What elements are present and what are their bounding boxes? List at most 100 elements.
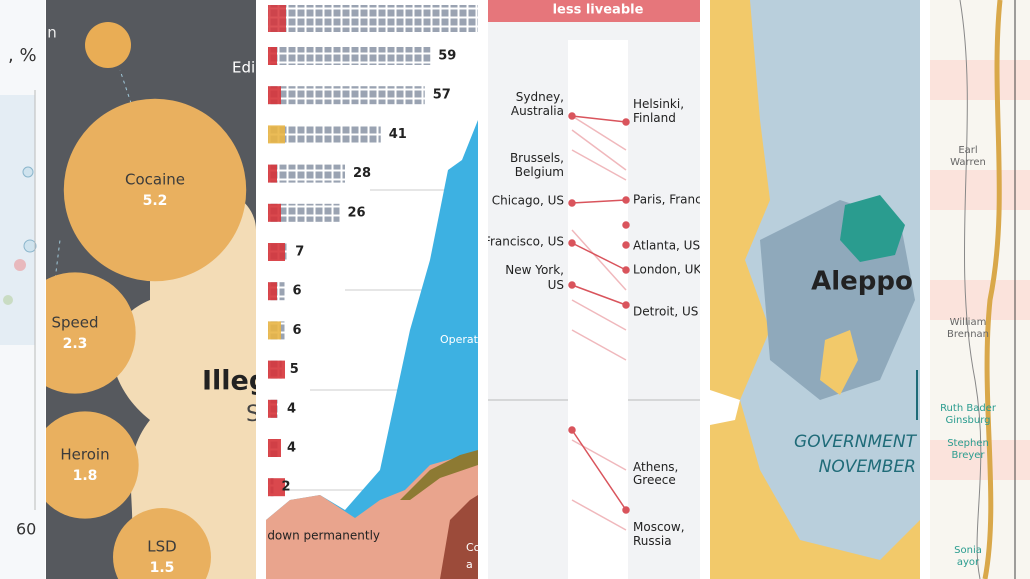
name-line: Ruth Bader [940,403,997,414]
waffle-row [268,125,381,144]
header: less liveable [553,3,644,18]
name-line: Stephen [947,438,989,449]
city-label: Sydney, Australia [511,90,564,118]
name-line: William [950,317,987,328]
city-line: Australia [511,104,564,118]
justice-name: Earl Warren [950,145,986,168]
name-line: Breyer [951,450,985,461]
city-label: Moscow, Russia [633,520,685,548]
city-label: Francisco, US [484,235,564,249]
city-label: Chicago, US [492,194,564,208]
name-line: ayor [957,557,980,568]
waffle-highlight [268,125,285,144]
waffle-row [268,47,431,65]
justice-name: Stephen Breyer [947,438,989,461]
big-title: Illeg [202,366,268,397]
city-label: Helsinki, Finland [633,97,684,125]
waffle-highlight [268,243,285,261]
city-line: Helsinki, [633,97,684,111]
waffle-row [268,86,425,105]
justice-name: Ruth Bader Ginsburg [940,403,997,426]
area-label: Co [466,541,481,554]
subtitle: S [246,402,260,427]
area-label: Shut down permanently [236,529,380,543]
bubble-value: 2.3 [63,336,88,352]
name-line: Earl [958,145,977,156]
name-line: Warren [950,157,986,168]
waffle-value: 26 [348,205,366,220]
city-line: Moscow, [633,520,685,534]
waffle-highlight [268,478,285,497]
name-line: Sonia [954,545,982,556]
city-label: Detroit, US [633,305,698,319]
waffle-value: 7 [295,245,304,260]
waffle-highlight [268,399,277,418]
waffle-highlight [268,439,281,457]
bubble-label: Cocaine [125,171,185,189]
area-label: a [466,558,473,571]
waffle-value: 6 [293,284,302,299]
waffle-highlight [268,47,277,65]
bubble-value: 1.5 [150,560,175,576]
city-label: Athens, Greece [633,460,678,487]
waffle-value: 5 [290,362,299,377]
waffle-panel: Operat Shut down permanently Co a 595741… [236,0,481,579]
city-label: Paris, Franc [633,193,702,207]
waffle-value: 6 [293,323,302,338]
city-label: Brussels, Belgium [510,151,564,179]
cities-panel: less liveable Sydney, Australia Brussels, B… [484,0,702,579]
city-line: Russia [633,534,672,548]
bubble [46,411,139,519]
city-label: New York, US [505,263,564,292]
caption: NOVEMBER [819,457,916,477]
tick-label: 60 [16,520,36,539]
bubble [46,272,136,394]
justice-name: William Brennan [947,317,989,340]
waffle-value: 28 [353,166,371,181]
bubble-value: 5.2 [143,193,168,209]
city-line: US [548,278,564,292]
city-line: Sydney, [516,90,564,104]
drugs-panel: vian Edi Cocaine 5.2 Speed 2.3 Heroin 1.8 LSD 1… [46,0,268,579]
court-panel: Earl Warren William Brennan Ruth Bader Ginsbu… [930,0,1030,579]
waffle-row [268,203,340,222]
city-line: Athens, [633,460,678,474]
bubble [63,98,247,282]
waffle-highlight [268,86,281,105]
bubble-label: Heroin [60,446,109,464]
map-panel: Aleppo GOVERNMENT NOVEMBER [710,0,920,579]
city-line: Greece [633,473,676,487]
waffle-value: 59 [438,49,456,64]
city-line: Brussels, [510,151,564,165]
waffle-value: 2 [282,480,291,495]
name-line: Brennan [947,329,989,340]
waffle-highlight [268,164,277,183]
city-label: Atlanta, US [633,239,700,253]
unit-label: , % [8,45,37,66]
bubble [113,508,211,579]
city-label: Aleppo [811,267,913,297]
waffle-row [268,164,345,183]
name-line: Ginsburg [945,415,990,426]
waffle-row [268,5,478,32]
waffle-highlight [268,282,277,301]
waffle-value: 41 [389,127,407,142]
waffle-highlight [268,360,285,379]
bubble-label: Speed [51,314,98,332]
waffle-highlight [268,321,281,340]
axis-panel: , % 60 [0,0,45,579]
city-line: New York, [505,263,564,277]
justice-name: Sonia ayor [954,545,982,568]
area-label: Operat [440,333,479,346]
waffle-value: 57 [433,88,451,103]
waffle-highlight [268,203,281,222]
city-line: Belgium [515,165,564,179]
bubble-label: LSD [147,538,176,556]
waffle-value: 4 [287,441,296,456]
waffle-highlight [268,5,286,32]
city-label: London, UK [633,263,702,277]
caption: GOVERNMENT [794,432,918,452]
top-label: Edi [232,59,255,77]
